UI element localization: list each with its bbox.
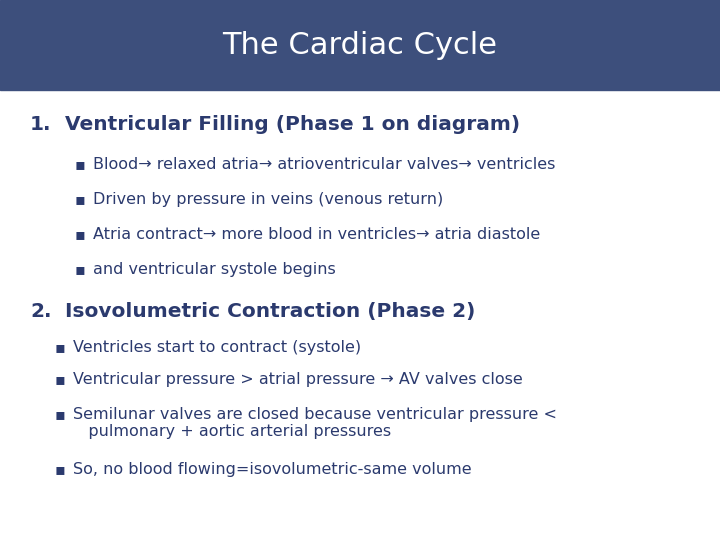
Text: Atria contract→ more blood in ventricles→ atria diastole: Atria contract→ more blood in ventricles…: [93, 227, 540, 242]
Text: 1.: 1.: [30, 115, 52, 134]
Text: The Cardiac Cycle: The Cardiac Cycle: [222, 30, 498, 59]
Text: Ventricular Filling (Phase 1 on diagram): Ventricular Filling (Phase 1 on diagram): [65, 115, 520, 134]
Text: Semilunar valves are closed because ventricular pressure <
   pulmonary + aortic: Semilunar valves are closed because vent…: [73, 407, 557, 440]
Text: ▪: ▪: [55, 372, 66, 387]
Text: ▪: ▪: [55, 462, 66, 477]
Text: Isovolumetric Contraction (Phase 2): Isovolumetric Contraction (Phase 2): [65, 302, 475, 321]
Text: ▪: ▪: [55, 340, 66, 355]
Text: Blood→ relaxed atria→ atrioventricular valves→ ventricles: Blood→ relaxed atria→ atrioventricular v…: [93, 157, 555, 172]
Text: and ventricular systole begins: and ventricular systole begins: [93, 262, 336, 277]
Text: Ventricles start to contract (systole): Ventricles start to contract (systole): [73, 340, 361, 355]
Bar: [0, 0, 720, 90]
Text: So, no blood flowing=isovolumetric-same volume: So, no blood flowing=isovolumetric-same …: [73, 462, 472, 477]
Text: Driven by pressure in veins (venous return): Driven by pressure in veins (venous retu…: [93, 192, 444, 207]
Text: ▪: ▪: [75, 262, 86, 277]
Text: ▪: ▪: [75, 157, 86, 172]
Text: ▪: ▪: [55, 407, 66, 422]
Text: ▪: ▪: [75, 192, 86, 207]
Text: ▪: ▪: [75, 227, 86, 242]
Text: Ventricular pressure > atrial pressure → AV valves close: Ventricular pressure > atrial pressure →…: [73, 372, 523, 387]
Text: 2.: 2.: [30, 302, 52, 321]
